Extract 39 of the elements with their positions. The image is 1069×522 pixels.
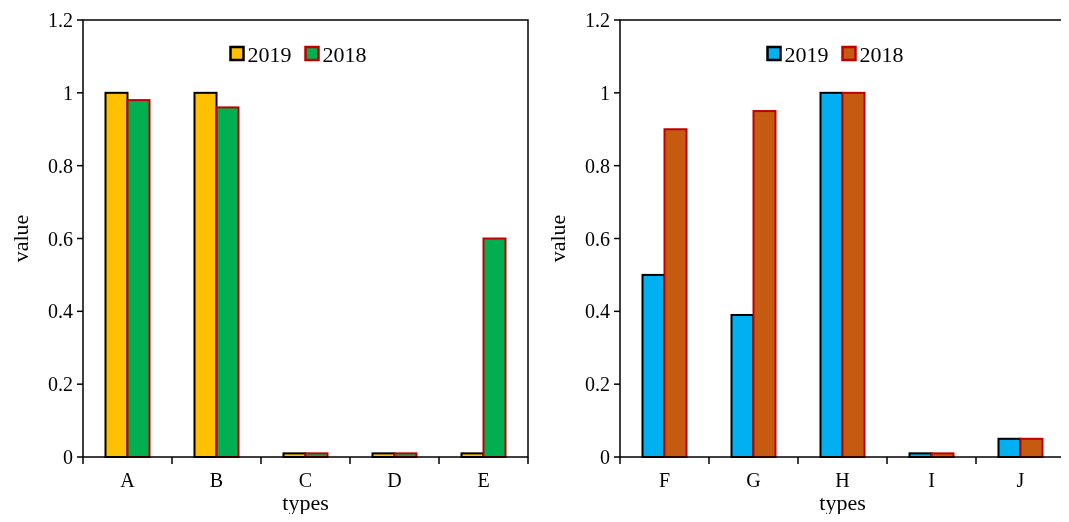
y-tick-label: 1 [63, 81, 73, 104]
x-tick-label: F [658, 469, 671, 491]
y-tick-label: 0.6 [48, 227, 73, 250]
y-tick-label: 0 [600, 446, 610, 468]
x-tick-label: I [928, 469, 935, 491]
y-tick-label: 1 [600, 81, 610, 104]
x-tick-label: J [1016, 469, 1025, 491]
y-tick-label: 0.2 [48, 373, 73, 396]
bar [841, 91, 866, 458]
y-tick-label: 1.2 [48, 9, 73, 31]
legend-label: 2018 [322, 41, 367, 67]
y-axis-title: value [8, 214, 33, 263]
y-tick-label: 0 [63, 446, 73, 468]
bar [215, 106, 240, 458]
legend-label: 2019 [784, 41, 829, 67]
y-tick-label: 0.2 [585, 373, 610, 396]
y-tick-label: 1.2 [585, 9, 610, 31]
bar [663, 128, 688, 458]
legend-label: 2019 [247, 41, 292, 67]
y-tick-label: 0.6 [585, 227, 610, 250]
legend-label: 2018 [859, 41, 904, 67]
y-axis-title: value [545, 214, 570, 263]
y-tick-label: 0.8 [585, 154, 610, 177]
x-tick-label: A [120, 469, 136, 491]
x-tick-label: G [746, 469, 761, 491]
x-axis-title: types [282, 490, 329, 515]
x-tick-label: D [387, 469, 402, 491]
bar [126, 99, 151, 458]
bar [1019, 437, 1044, 458]
x-tick-label: H [835, 469, 850, 491]
x-tick-label: E [477, 469, 490, 491]
x-tick-label: C [298, 469, 313, 491]
bar [752, 110, 777, 458]
x-axis-title: types [819, 490, 866, 515]
x-tick-label: B [209, 469, 224, 491]
bar [482, 237, 507, 458]
y-tick-label: 0.4 [585, 300, 610, 323]
y-tick-label: 0.8 [48, 154, 73, 177]
y-tick-label: 0.4 [48, 300, 73, 323]
